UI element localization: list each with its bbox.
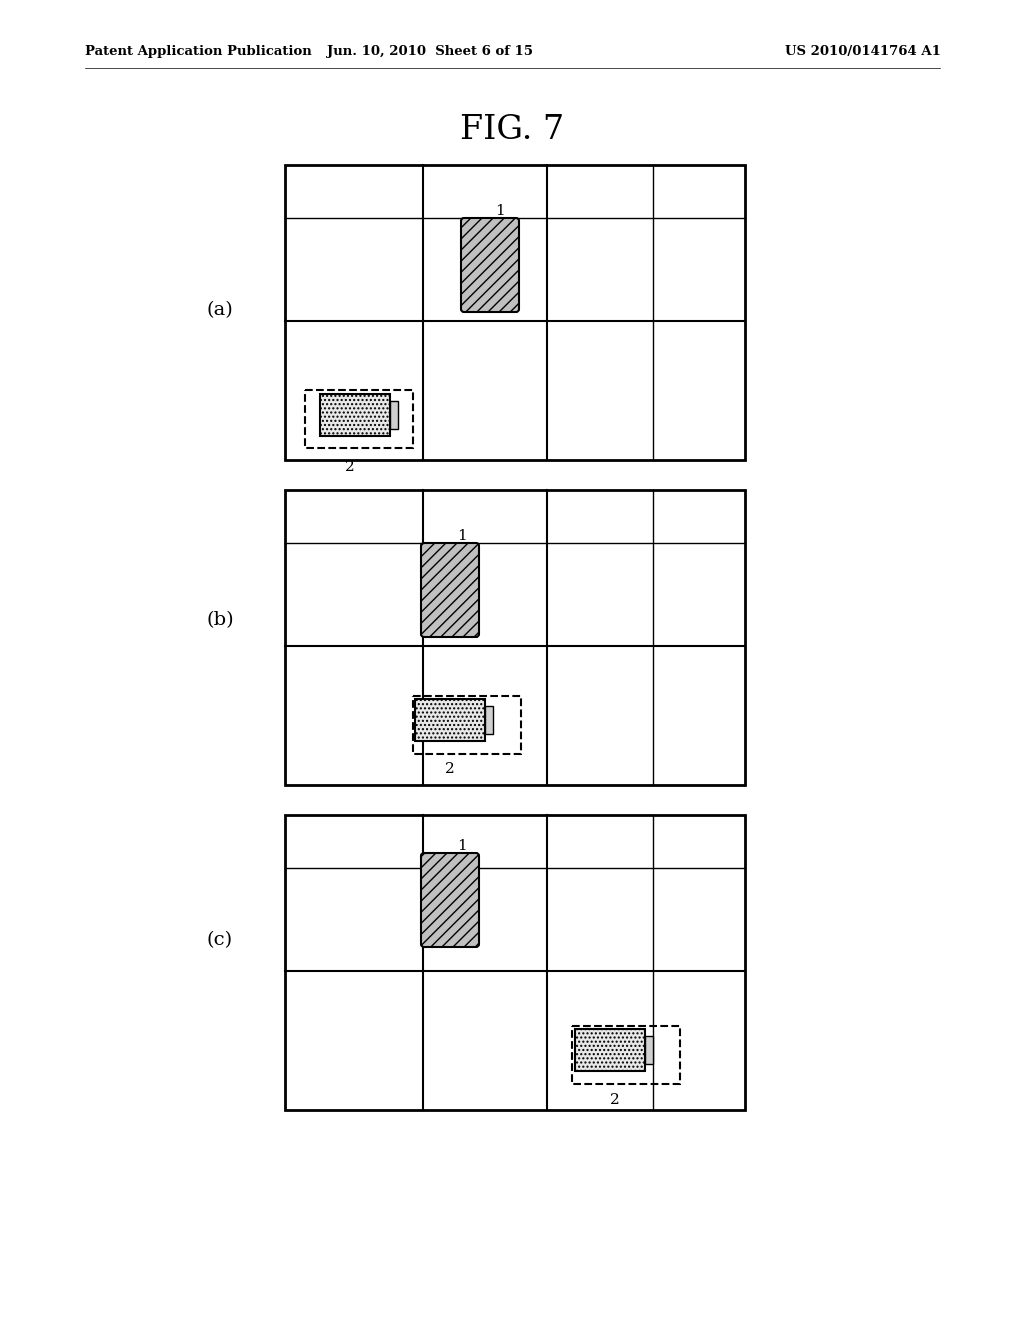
Text: 1: 1 — [457, 529, 467, 543]
Bar — [305, 389, 413, 447]
FancyBboxPatch shape — [461, 218, 519, 312]
Bar — [285, 814, 745, 1110]
Bar — [390, 401, 398, 429]
FancyBboxPatch shape — [421, 543, 479, 638]
Text: Jun. 10, 2010  Sheet 6 of 15: Jun. 10, 2010 Sheet 6 of 15 — [327, 45, 534, 58]
Text: 2: 2 — [445, 762, 455, 776]
Text: US 2010/0141764 A1: US 2010/0141764 A1 — [785, 45, 941, 58]
Bar — [575, 1030, 645, 1071]
Bar — [285, 165, 745, 459]
Text: (c): (c) — [207, 931, 233, 949]
Text: 1: 1 — [457, 840, 467, 853]
Bar — [285, 490, 745, 785]
Bar — [572, 1026, 680, 1084]
Text: (a): (a) — [207, 301, 233, 319]
Text: 2: 2 — [610, 1093, 620, 1107]
Bar — [485, 706, 493, 734]
Text: 1: 1 — [496, 205, 505, 218]
Bar — [415, 700, 485, 741]
FancyBboxPatch shape — [421, 853, 479, 946]
Bar — [645, 1036, 653, 1064]
Bar — [319, 393, 390, 436]
Bar — [413, 696, 521, 754]
Text: Patent Application Publication: Patent Application Publication — [85, 45, 311, 58]
Text: 2: 2 — [345, 459, 355, 474]
Text: (b): (b) — [206, 611, 233, 630]
Text: FIG. 7: FIG. 7 — [460, 114, 564, 147]
